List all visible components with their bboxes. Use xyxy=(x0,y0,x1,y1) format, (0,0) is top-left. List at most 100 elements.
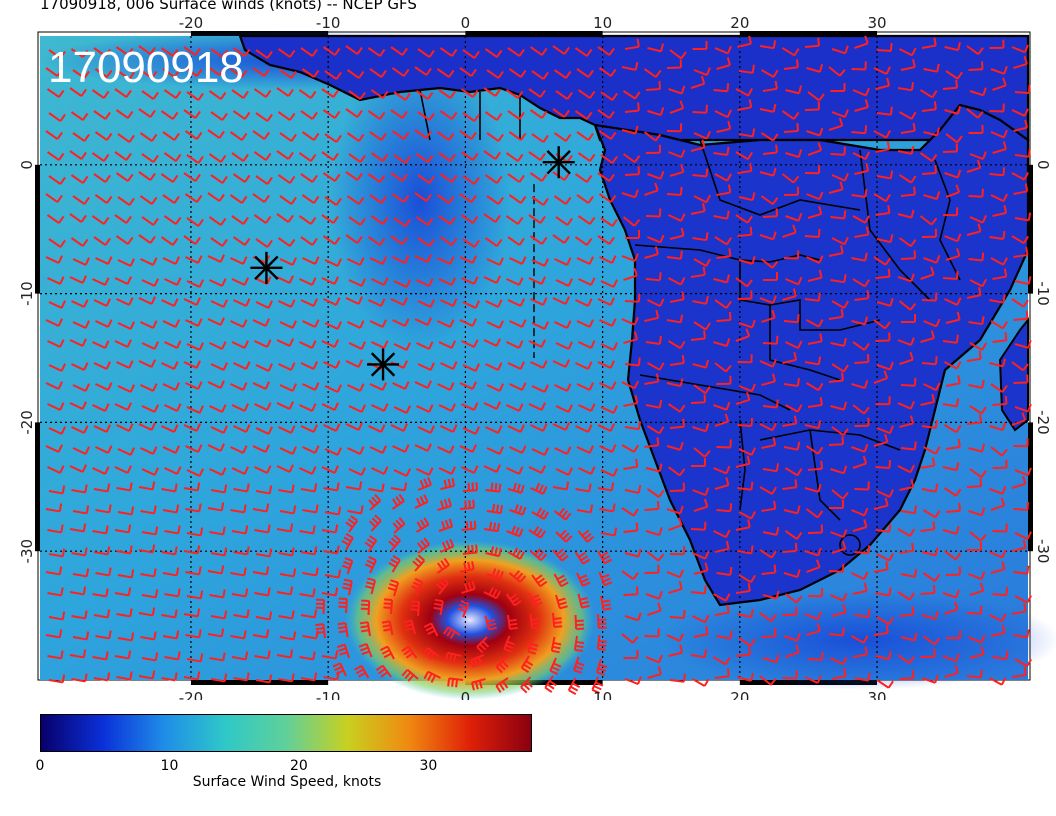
wind-barb-flag xyxy=(411,600,420,604)
wind-barb xyxy=(462,175,476,185)
wind-barb-flag xyxy=(154,652,159,661)
wind-barb xyxy=(324,70,338,80)
wind-barb-flag xyxy=(433,606,442,611)
wind-barb xyxy=(45,571,60,576)
wind-barb xyxy=(69,591,84,596)
wind-barb-flag xyxy=(841,627,845,636)
wind-barb xyxy=(669,425,685,429)
wind-barb-flag xyxy=(572,682,581,688)
wind-barb xyxy=(992,211,1007,217)
wind-barb-flag xyxy=(909,528,915,537)
wind-barb xyxy=(367,173,381,183)
wind-barb-flag xyxy=(153,505,157,514)
wind-barb-flag xyxy=(429,299,435,308)
wind-barb-flag xyxy=(311,48,318,57)
wind-barb xyxy=(210,363,225,371)
wind-barb-flag xyxy=(498,483,502,492)
wind-barb-flag xyxy=(246,609,250,618)
wind-barb xyxy=(207,318,222,326)
wind-barb xyxy=(966,294,981,299)
wind-barb xyxy=(645,341,661,345)
wind-map[interactable]: -20 -20 -10 -10 0 0 10 10 20 20 30 30 0 0 -10 -10 -20 -20… xyxy=(0,0,1056,700)
wind-barb xyxy=(713,530,727,539)
wind-barb-flag xyxy=(429,362,435,371)
wind-barb xyxy=(762,594,777,600)
wind-barb-flag xyxy=(1027,212,1032,221)
wind-barb xyxy=(714,110,729,119)
wind-barb-flag xyxy=(609,297,615,306)
wind-barb xyxy=(141,531,156,536)
wind-barb-flag xyxy=(425,649,433,658)
wind-barb xyxy=(759,45,774,50)
wind-barb xyxy=(644,253,659,259)
wind-barb-flag xyxy=(511,596,520,603)
wind-barb xyxy=(301,68,315,78)
wind-barb-flag xyxy=(509,593,518,600)
wind-barb xyxy=(210,300,225,308)
wind-barb-flag xyxy=(57,444,63,453)
lon-tick-bottom: 10 xyxy=(593,689,612,700)
wind-barb-flag xyxy=(222,425,228,434)
wind-barb xyxy=(735,526,750,531)
wind-barb-flag xyxy=(819,396,823,406)
colorbar-tick-label: 0 xyxy=(35,758,45,774)
wind-barb-flag xyxy=(267,300,273,309)
wind-barb xyxy=(623,402,638,407)
wind-barb-flag xyxy=(176,403,182,412)
wind-barb xyxy=(831,489,844,500)
wind-barb xyxy=(647,47,662,53)
wind-barb xyxy=(252,634,267,639)
wind-barb xyxy=(990,504,1005,511)
wind-barb xyxy=(875,529,890,533)
wind-barb xyxy=(370,215,384,225)
wind-barb-flag xyxy=(291,610,295,619)
wind-barb xyxy=(210,426,225,434)
wind-barb xyxy=(70,174,84,184)
wind-barb xyxy=(781,47,795,57)
wind-barb-flag xyxy=(725,401,731,411)
wind-barb xyxy=(599,508,614,513)
wind-barb-flag xyxy=(383,340,389,349)
wind-barb-flag xyxy=(459,603,468,609)
wind-barb xyxy=(531,385,546,393)
wind-barb-flag xyxy=(519,551,525,560)
wind-barb-flag xyxy=(1000,677,1007,686)
wind-barb xyxy=(93,110,107,120)
wind-barb xyxy=(599,382,613,390)
wind-barb-flag xyxy=(246,483,250,492)
wind-barb xyxy=(923,257,937,264)
wind-barb xyxy=(209,279,223,287)
wind-barb xyxy=(530,298,544,306)
wind-barb-flag xyxy=(864,279,870,287)
wind-barb-flag xyxy=(471,544,474,554)
wind-barb xyxy=(484,111,498,121)
wind-barb xyxy=(48,364,63,372)
wind-barb xyxy=(302,320,316,328)
wind-barb xyxy=(828,66,841,77)
wind-barb-flag xyxy=(534,548,542,556)
wind-barb xyxy=(370,89,384,99)
wind-barb xyxy=(966,166,981,173)
wind-barb-flag xyxy=(473,276,479,285)
wind-barb xyxy=(209,468,223,476)
wind-barb-flag xyxy=(360,625,369,629)
wind-barb-flag xyxy=(591,688,601,694)
wind-barb-flag xyxy=(611,155,618,164)
wind-barb xyxy=(852,152,867,161)
wind-barb xyxy=(760,258,774,269)
wind-barb-flag xyxy=(612,279,618,288)
wind-barb-flag xyxy=(60,300,66,309)
wind-barb xyxy=(528,592,536,607)
colorbar-tick-label: 30 xyxy=(419,758,438,774)
wind-barb xyxy=(759,549,773,559)
wind-barb-flag xyxy=(796,531,803,540)
wind-barb-flag xyxy=(602,577,611,583)
wind-barb xyxy=(440,545,454,553)
wind-barb-flag xyxy=(197,92,204,101)
wind-barb-flag xyxy=(343,578,353,583)
wind-barb-flag xyxy=(197,381,203,390)
wind-barb xyxy=(873,319,886,330)
wind-barb-flag xyxy=(525,680,533,688)
